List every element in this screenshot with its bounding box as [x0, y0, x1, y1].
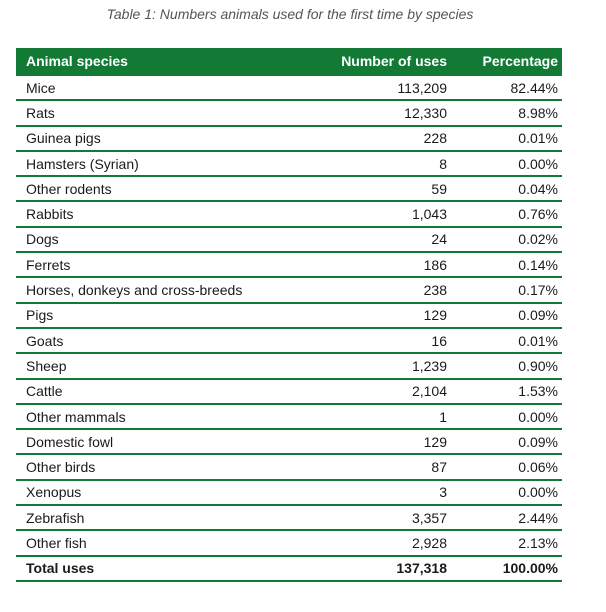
- cell-percentage: 0.01%: [455, 327, 562, 355]
- cell-percentage: 0.17%: [455, 277, 562, 304]
- table-row: Other birds 87 0.06%: [16, 454, 562, 481]
- cell-uses: 1,239: [292, 353, 455, 380]
- total-percentage: 100.00%: [455, 555, 562, 582]
- cell-percentage: 1.53%: [455, 378, 562, 405]
- cell-uses: 129: [292, 429, 455, 456]
- cell-species: Ferrets: [16, 252, 292, 279]
- cell-species: Rabbits: [16, 201, 292, 228]
- cell-percentage: 2.13%: [455, 530, 562, 557]
- table-row: Sheep 1,239 0.90%: [16, 353, 562, 380]
- cell-percentage: 0.09%: [455, 429, 562, 456]
- cell-percentage: 0.00%: [455, 150, 562, 178]
- table-row: Rabbits 1,043 0.76%: [16, 201, 562, 228]
- cell-uses: 12,330: [292, 100, 455, 127]
- cell-percentage: 0.00%: [455, 479, 562, 507]
- cell-percentage: 0.00%: [455, 403, 562, 431]
- table-row: Cattle 2,104 1.53%: [16, 378, 562, 405]
- table-caption: Table 1: Numbers animals used for the fi…: [106, 6, 474, 22]
- table-row: Pigs 129 0.09%: [16, 302, 562, 329]
- table-header-row: Animal species Number of uses Percentage: [16, 48, 562, 76]
- table-row: Hamsters (Syrian) 8 0.00%: [16, 150, 562, 178]
- cell-uses: 186: [292, 252, 455, 279]
- cell-percentage: 0.02%: [455, 226, 562, 254]
- cell-uses: 87: [292, 454, 455, 481]
- cell-uses: 1,043: [292, 201, 455, 228]
- cell-percentage: 2.44%: [455, 505, 562, 532]
- cell-uses: 1: [292, 403, 455, 431]
- cell-uses: 113,209: [292, 75, 455, 102]
- cell-uses: 59: [292, 176, 455, 203]
- cell-uses: 238: [292, 277, 455, 304]
- table-row: Other rodents 59 0.04%: [16, 176, 562, 203]
- table-row: Other mammals 1 0.00%: [16, 403, 562, 431]
- cell-species: Rats: [16, 100, 292, 127]
- cell-species: Goats: [16, 327, 292, 355]
- table-body: Mice 113,209 82.44% Rats 12,330 8.98% Gu…: [16, 75, 562, 582]
- table-row: Rats 12,330 8.98%: [16, 100, 562, 127]
- table-row: Zebrafish 3,357 2.44%: [16, 505, 562, 532]
- cell-percentage: 0.76%: [455, 201, 562, 228]
- cell-uses: 129: [292, 302, 455, 329]
- cell-species: Other rodents: [16, 176, 292, 203]
- cell-species: Pigs: [16, 302, 292, 329]
- cell-species: Guinea pigs: [16, 125, 292, 152]
- cell-percentage: 0.04%: [455, 176, 562, 203]
- cell-percentage: 0.14%: [455, 252, 562, 279]
- cell-species: Xenopus: [16, 479, 292, 507]
- cell-species: Other birds: [16, 454, 292, 481]
- cell-uses: 2,928: [292, 530, 455, 557]
- table-row: Goats 16 0.01%: [16, 327, 562, 355]
- cell-species: Cattle: [16, 378, 292, 405]
- header-number-of-uses: Number of uses: [292, 48, 455, 76]
- table-row: Domestic fowl 129 0.09%: [16, 429, 562, 456]
- cell-uses: 3,357: [292, 505, 455, 532]
- cell-species: Dogs: [16, 226, 292, 254]
- cell-uses: 2,104: [292, 378, 455, 405]
- species-table: Animal species Number of uses Percentage…: [16, 48, 562, 582]
- cell-uses: 16: [292, 327, 455, 355]
- cell-species: Other mammals: [16, 403, 292, 431]
- header-percentage: Percentage: [455, 48, 562, 76]
- total-row: Total uses 137,318 100.00%: [16, 555, 562, 582]
- cell-species: Sheep: [16, 353, 292, 380]
- cell-uses: 3: [292, 479, 455, 507]
- cell-uses: 24: [292, 226, 455, 254]
- cell-percentage: 0.09%: [455, 302, 562, 329]
- cell-percentage: 0.90%: [455, 353, 562, 380]
- table-row: Guinea pigs 228 0.01%: [16, 125, 562, 152]
- table-row: Dogs 24 0.02%: [16, 226, 562, 254]
- cell-species: Zebrafish: [16, 505, 292, 532]
- cell-species: Hamsters (Syrian): [16, 150, 292, 178]
- cell-species: Other fish: [16, 530, 292, 557]
- table-row: Ferrets 186 0.14%: [16, 252, 562, 279]
- cell-uses: 228: [292, 125, 455, 152]
- cell-percentage: 0.06%: [455, 454, 562, 481]
- cell-percentage: 0.01%: [455, 125, 562, 152]
- table-row: Mice 113,209 82.44%: [16, 75, 562, 102]
- cell-percentage: 8.98%: [455, 100, 562, 127]
- table-row: Horses, donkeys and cross-breeds 238 0.1…: [16, 277, 562, 304]
- cell-uses: 8: [292, 150, 455, 178]
- cell-species: Horses, donkeys and cross-breeds: [16, 277, 292, 304]
- cell-species: Domestic fowl: [16, 429, 292, 456]
- total-label: Total uses: [16, 555, 292, 582]
- total-uses: 137,318: [292, 555, 455, 582]
- table-row: Xenopus 3 0.00%: [16, 479, 562, 507]
- cell-species: Mice: [16, 75, 292, 102]
- cell-percentage: 82.44%: [455, 75, 562, 102]
- header-animal-species: Animal species: [16, 48, 292, 76]
- table-row: Other fish 2,928 2.13%: [16, 530, 562, 557]
